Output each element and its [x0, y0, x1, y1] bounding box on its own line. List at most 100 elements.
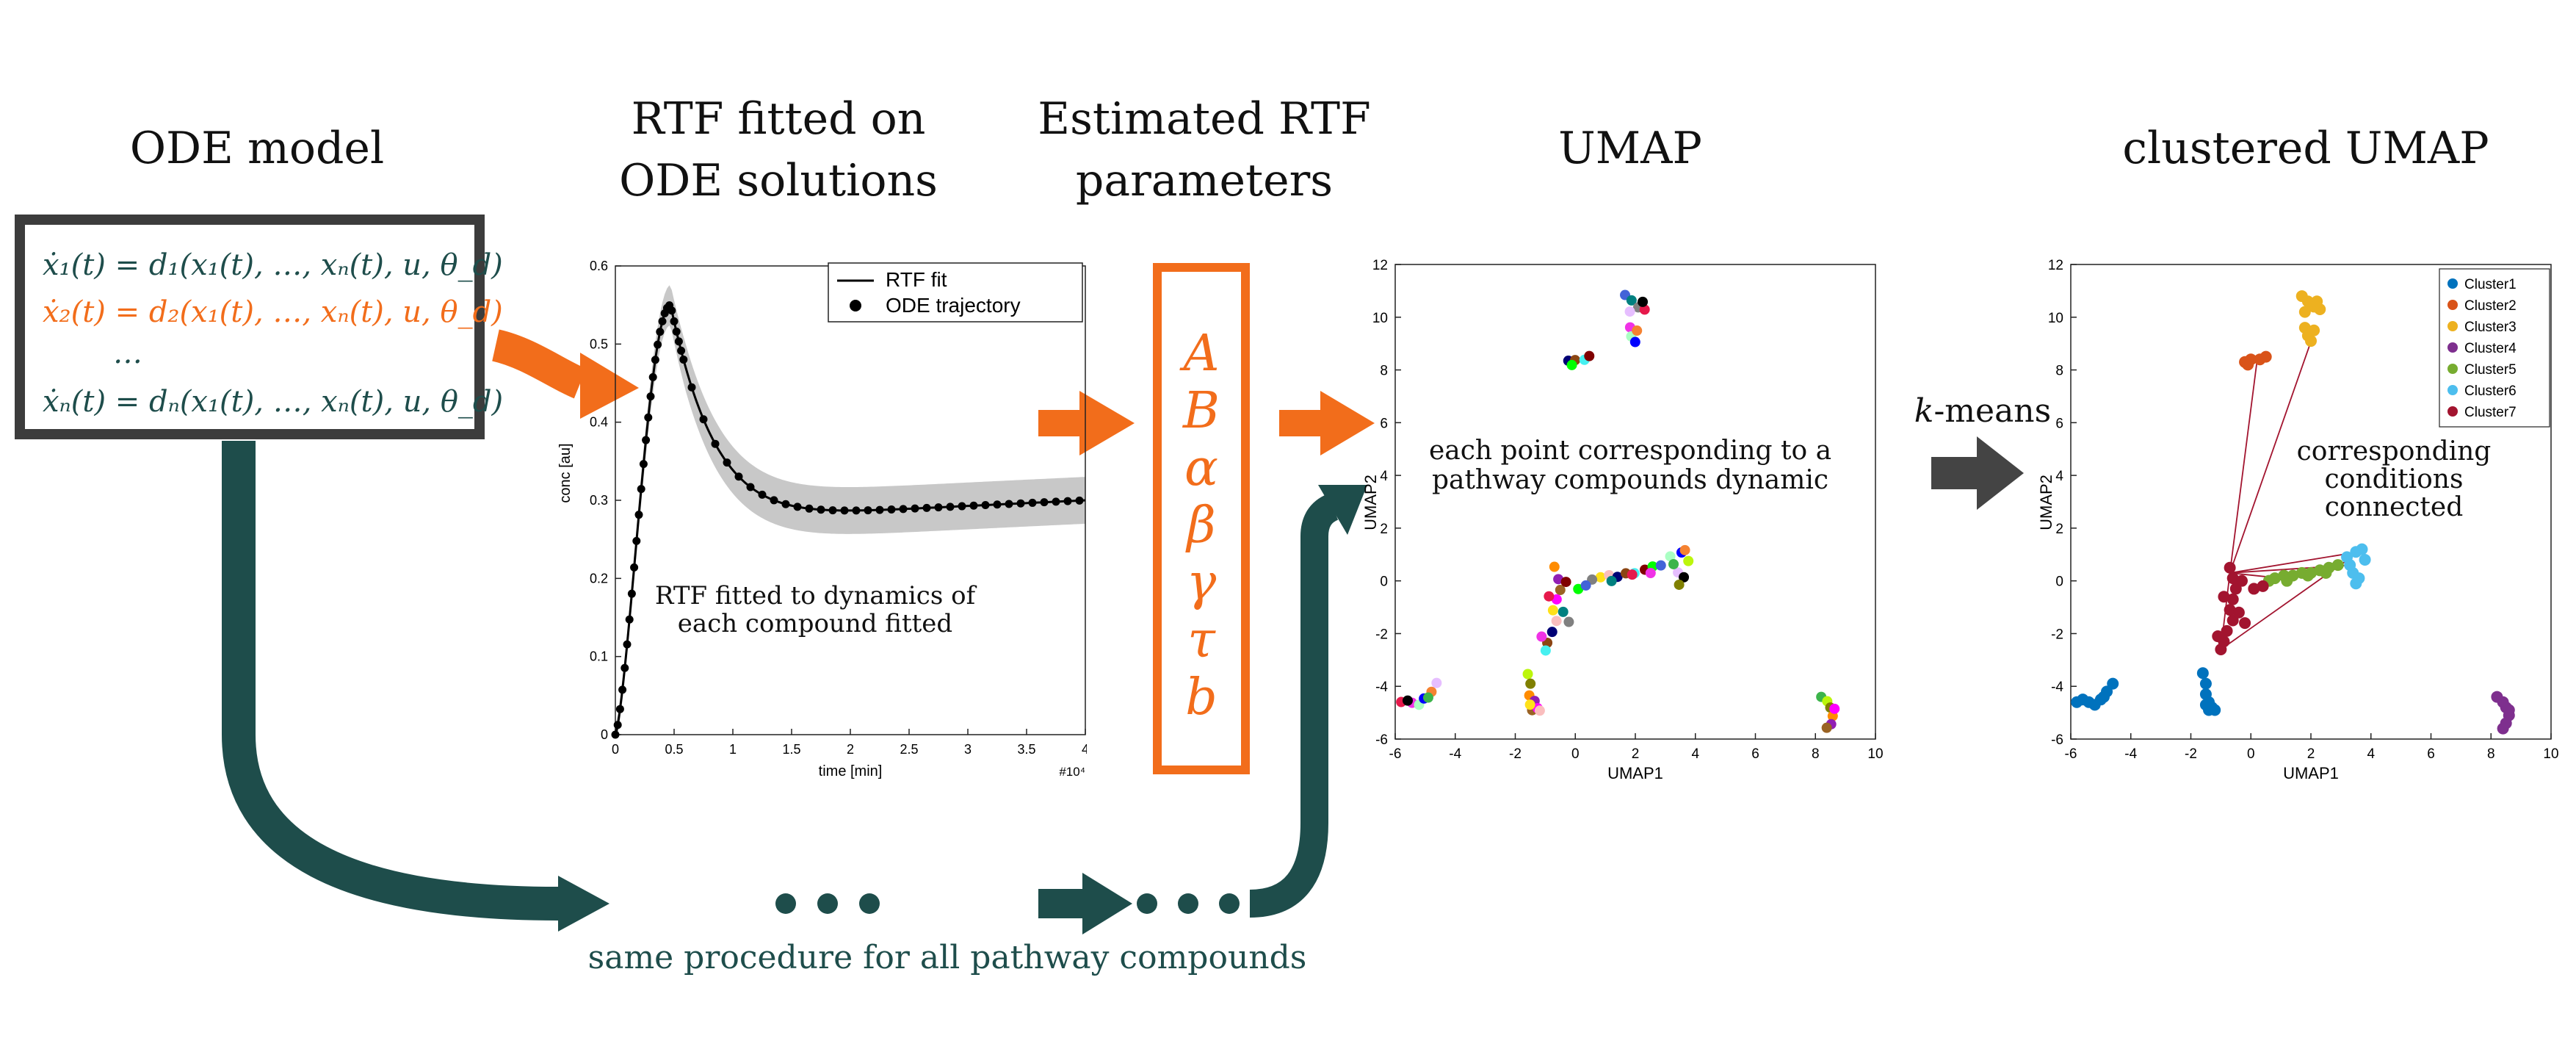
- parameter-gamma: γ: [1186, 554, 1217, 612]
- x-tick-label: 0: [612, 742, 619, 757]
- cluster-point: [2196, 667, 2209, 680]
- y-tick-label: 0.1: [590, 649, 608, 664]
- parameter-alpha: α: [1184, 439, 1218, 497]
- umap-point: [1655, 560, 1666, 571]
- umap-point: [1557, 606, 1569, 617]
- legend-label: Cluster1: [2464, 277, 2517, 292]
- y-tick-label: 2: [1380, 522, 1388, 537]
- ode-trajectory-point: [781, 500, 790, 508]
- umap-annotation: each point corresponding to a pathway co…: [1428, 436, 1832, 495]
- legend-swatch: [2447, 342, 2458, 353]
- x-tick-label: 6: [2427, 746, 2435, 762]
- cluster-point: [2221, 624, 2233, 637]
- umap-point: [1595, 572, 1606, 583]
- y-tick-label: 8: [1380, 364, 1388, 379]
- ellipsis-dot: [1137, 893, 1157, 914]
- umap-point: [1632, 325, 1643, 336]
- legend-label: ODE trajectory: [886, 294, 1021, 317]
- parameter-tau: τ: [1187, 611, 1215, 669]
- ode-trajectory-point: [644, 413, 653, 422]
- ode-trajectory-point: [817, 505, 825, 514]
- ode-trajectory-point: [632, 536, 641, 545]
- ode-trajectory-point: [1028, 498, 1037, 507]
- legend-swatch: [2447, 364, 2458, 374]
- legend: Cluster1 Cluster2 Cluster3 Cluster4 Cluster5…: [2439, 268, 2550, 428]
- equation-1: ẋ₁(t) = d₁(x₁(t), …, xₙ(t), u, θ_d): [43, 248, 503, 282]
- umap-point: [1580, 580, 1591, 591]
- legend-label: Cluster5: [2464, 362, 2517, 378]
- y-tick-label: -4: [1375, 680, 1388, 695]
- cluster-point: [2257, 580, 2269, 592]
- cluster-point: [2077, 694, 2089, 706]
- cluster-point: [2215, 643, 2227, 655]
- ode-trajectory-point: [648, 372, 657, 381]
- y-tick-label: 10: [1372, 311, 1388, 326]
- ode-trajectory-point: [642, 436, 651, 444]
- cluster-point: [2242, 359, 2254, 371]
- clustered-umap-chart: UMAP2 UMAP1 -6 -4 -2 0 2 4 6 8 10 -6 -4 -2 0 2 4 6 8 10 12…: [2037, 258, 2559, 782]
- ode-trajectory-point: [656, 328, 665, 336]
- umap-point: [1626, 295, 1637, 306]
- ode-trajectory-point: [1063, 497, 1072, 505]
- cluster-point: [2248, 583, 2260, 595]
- heading-estimated-parameters: Estimated RTF parameters: [1038, 93, 1371, 206]
- ode-trajectory-point: [922, 503, 931, 512]
- x-tick-label: -2: [2185, 746, 2197, 762]
- x-tick-label: 0: [2247, 746, 2255, 762]
- parameter-b-lower: b: [1185, 669, 1218, 727]
- cluster-point: [2308, 324, 2320, 336]
- ellipsis-dot: [1219, 893, 1240, 914]
- y-tick-label: 6: [2055, 416, 2063, 431]
- umap-point: [1551, 616, 1562, 627]
- ode-trajectory-point: [699, 415, 708, 424]
- cluster-point: [2199, 699, 2212, 711]
- cluster-point: [2226, 572, 2239, 585]
- ode-trajectory-point: [621, 663, 629, 672]
- heading-ode-model: ODE model: [129, 123, 385, 174]
- ode-trajectory-point: [627, 589, 636, 598]
- ode-trajectory-point: [1040, 498, 1049, 507]
- ode-trajectory-point: [615, 705, 624, 713]
- ode-trajectory-point: [646, 392, 655, 401]
- ode-trajectory-point: [758, 490, 767, 499]
- y-tick-label: 12: [2048, 258, 2063, 273]
- ode-trajectory-point: [634, 511, 643, 519]
- cluster-point: [2097, 691, 2110, 703]
- x-tick-label: 2: [1632, 746, 1640, 762]
- ode-trajectory-point: [613, 721, 622, 730]
- cluster-point: [2320, 566, 2332, 579]
- umap-point: [1546, 627, 1557, 638]
- y-tick-label: -4: [2051, 680, 2063, 695]
- ode-trajectory-point: [1075, 496, 1084, 505]
- ode-trajectory-point: [875, 505, 884, 514]
- ode-trajectory-point: [946, 503, 955, 511]
- legend-label: Cluster6: [2464, 383, 2517, 399]
- umap-point: [1525, 678, 1536, 689]
- x-axis-label: UMAP1: [1607, 764, 1663, 782]
- ode-trajectory-point: [637, 485, 645, 494]
- y-tick-label: 12: [1372, 258, 1388, 273]
- ode-trajectory-point: [711, 439, 720, 448]
- ode-trajectory-point: [993, 500, 1002, 509]
- heading-rtf-fitted: RTF fitted on ODE solutions: [619, 93, 938, 206]
- cluster-point: [2224, 561, 2236, 574]
- legend-label: Cluster7: [2464, 405, 2517, 420]
- ellipsis-dot: [775, 893, 796, 914]
- umap-point: [1645, 568, 1656, 579]
- umap-point: [1674, 579, 1685, 590]
- legend-swatch: [2447, 406, 2458, 417]
- ode-trajectory-point: [911, 504, 919, 513]
- x-tick-label: 0: [1571, 746, 1580, 762]
- legend-swatch: [2447, 278, 2458, 289]
- x-tick-label: 3.5: [1017, 742, 1035, 757]
- x-tick-label: 4: [1082, 742, 1087, 757]
- grey-arrowhead-kmeans: [1977, 436, 2024, 510]
- y-tick-label: 8: [2055, 364, 2063, 379]
- teal-arrowhead-bottom: [558, 876, 609, 932]
- cluster-point: [2224, 604, 2236, 616]
- umap-point: [1551, 594, 1562, 605]
- kmeans-rest: -means: [1933, 392, 2052, 430]
- x-tick-label: 8: [2487, 746, 2495, 762]
